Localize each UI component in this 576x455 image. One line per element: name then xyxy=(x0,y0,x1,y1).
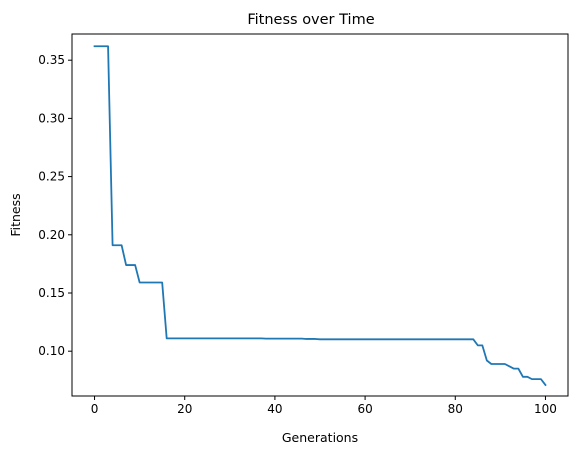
x-tick-label: 40 xyxy=(267,402,282,416)
y-tick-label: 0.20 xyxy=(38,228,65,242)
y-tick-label: 0.15 xyxy=(38,286,65,300)
x-tick-label: 80 xyxy=(448,402,463,416)
y-tick-label: 0.25 xyxy=(38,170,65,184)
x-tick-label: 60 xyxy=(357,402,372,416)
y-axis-ticks: 0.10 0.15 0.20 0.25 0.30 0.35 xyxy=(38,53,72,358)
y-tick-label: 0.10 xyxy=(38,344,65,358)
y-tick-label: 0.35 xyxy=(38,53,65,67)
y-tick-label: 0.30 xyxy=(38,111,65,125)
x-axis-label: Generations xyxy=(282,430,358,445)
x-axis-ticks: 0 20 40 60 80 100 xyxy=(91,396,557,416)
axes-frame xyxy=(71,33,569,397)
y-axis-label: Fitness xyxy=(8,193,23,236)
x-tick-label: 20 xyxy=(177,402,192,416)
chart-title: Fitness over Time xyxy=(247,12,374,28)
fitness-series-line xyxy=(93,45,547,387)
plot-area xyxy=(71,33,569,397)
x-tick-label: 100 xyxy=(534,402,557,416)
x-tick-label: 0 xyxy=(91,402,99,416)
series-layer xyxy=(93,45,547,387)
